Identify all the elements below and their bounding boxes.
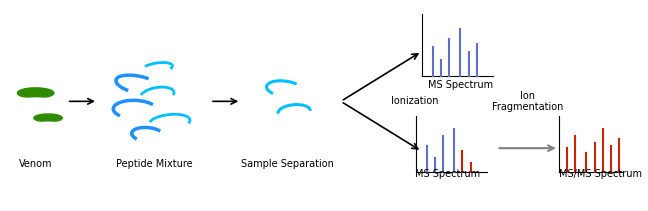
Text: MS Spectrum: MS Spectrum: [428, 80, 494, 90]
Text: Ionization: Ionization: [391, 96, 438, 106]
Polygon shape: [17, 88, 54, 97]
Text: Peptide Mixture: Peptide Mixture: [115, 159, 192, 169]
Text: MS/MS Spectrum: MS/MS Spectrum: [559, 169, 642, 179]
Text: Ion
Fragmentation: Ion Fragmentation: [492, 91, 563, 112]
Text: Sample Separation: Sample Separation: [242, 159, 334, 169]
Text: MS Spectrum: MS Spectrum: [415, 169, 480, 179]
Text: Venom: Venom: [19, 159, 52, 169]
Polygon shape: [34, 114, 62, 121]
